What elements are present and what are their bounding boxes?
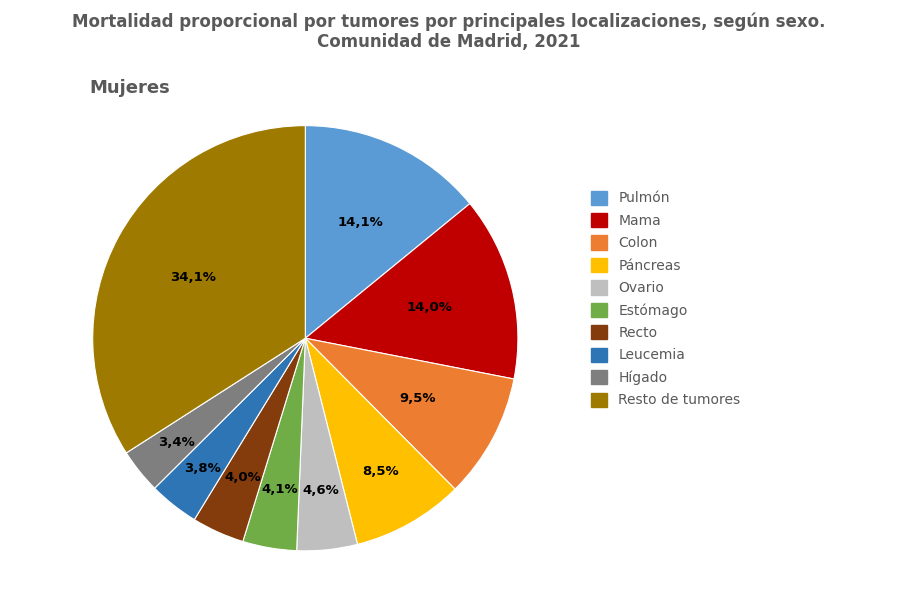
Text: Mortalidad proporcional por tumores por principales localizaciones, según sexo.
: Mortalidad proporcional por tumores por … <box>72 12 826 51</box>
Wedge shape <box>154 338 305 519</box>
Text: 3,8%: 3,8% <box>184 462 221 475</box>
Text: 14,0%: 14,0% <box>406 301 452 313</box>
Text: 9,5%: 9,5% <box>400 392 436 405</box>
Text: 4,1%: 4,1% <box>261 483 298 496</box>
Legend: Pulmón, Mama, Colon, Páncreas, Ovario, Estómago, Recto, Leucemia, Hígado, Resto : Pulmón, Mama, Colon, Páncreas, Ovario, E… <box>591 191 741 407</box>
Text: 34,1%: 34,1% <box>171 271 216 283</box>
Wedge shape <box>242 338 305 551</box>
Text: 8,5%: 8,5% <box>363 465 399 478</box>
Wedge shape <box>127 338 305 488</box>
Wedge shape <box>92 126 305 453</box>
Text: 4,6%: 4,6% <box>303 484 339 497</box>
Text: Mujeres: Mujeres <box>90 79 171 97</box>
Text: 3,4%: 3,4% <box>158 435 194 449</box>
Wedge shape <box>305 126 470 338</box>
Text: 4,0%: 4,0% <box>224 471 260 484</box>
Wedge shape <box>296 338 357 551</box>
Text: 14,1%: 14,1% <box>337 216 383 230</box>
Wedge shape <box>305 338 514 489</box>
Wedge shape <box>305 204 518 379</box>
Wedge shape <box>194 338 305 541</box>
Wedge shape <box>305 338 455 544</box>
